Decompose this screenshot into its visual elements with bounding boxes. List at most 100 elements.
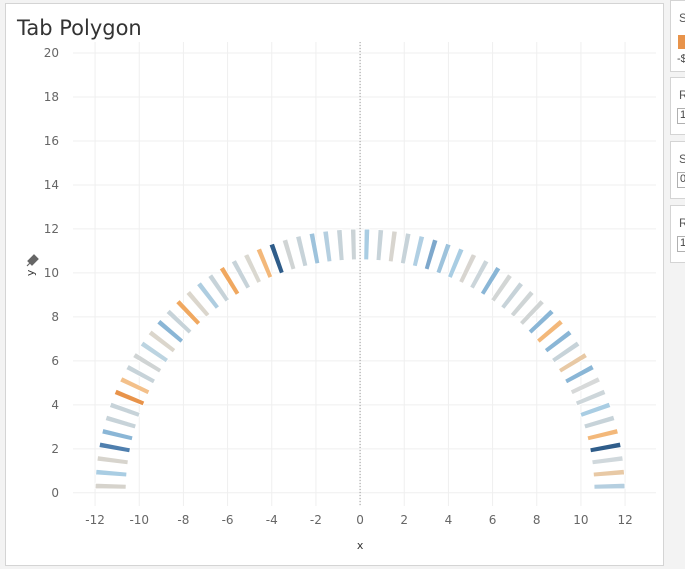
polygon-segment: [165, 308, 193, 335]
polygon-segment: [322, 230, 333, 263]
polygon-segment: [551, 340, 581, 364]
polygon-segment: [500, 281, 525, 310]
y-tick-label: 0: [51, 486, 59, 500]
polygon-segment: [98, 441, 131, 454]
polygon-segment: [579, 401, 612, 418]
polygon-segment: [125, 363, 157, 385]
polygon-segment: [156, 318, 185, 344]
parameter-input[interactable]: 1: [677, 108, 685, 124]
y-tick-label: 18: [44, 90, 59, 104]
x-tick-label: 8: [533, 513, 541, 527]
polygon-segment: [218, 265, 241, 296]
polygon-segment: [589, 441, 622, 454]
polygon-segment: [119, 376, 151, 396]
polygon-segment: [96, 455, 129, 466]
polygon-segment: [509, 289, 535, 318]
polygon-segment: [446, 247, 465, 279]
polygon-segment: [458, 252, 478, 284]
polygon-segment: [336, 229, 345, 262]
polygon-segment: [363, 228, 371, 261]
y-tick-label: 6: [51, 354, 59, 368]
x-tick-label: -12: [85, 513, 105, 527]
y-tick-label: 20: [44, 46, 59, 60]
polygon-segment: [132, 352, 163, 374]
side-panel-label: R: [679, 216, 685, 230]
polygon-segment: [147, 329, 177, 354]
polygon-segment: [557, 352, 588, 374]
polygon-segment: [350, 228, 357, 261]
side-panel-parameter-2[interactable]: S 0: [670, 141, 685, 199]
pin-icon: [26, 254, 39, 267]
polygon-segment: [104, 414, 137, 430]
side-panel-parameter-3[interactable]: R 1: [670, 205, 685, 263]
x-tick-label: 6: [489, 513, 497, 527]
x-tick-label: 0: [356, 513, 364, 527]
y-tick-label: 12: [44, 222, 59, 236]
worksheet: Tab Polygon 0 2 4 6 8 10 12 14 16 18 20 -12 -10 -8 -6 -…: [5, 3, 664, 566]
polygon-segment: [592, 468, 625, 478]
side-panel-parameter-1[interactable]: R 1: [670, 77, 685, 135]
polygon-segment: [94, 482, 127, 490]
side-panel-label: S: [679, 152, 685, 166]
polygon-segment: [243, 252, 263, 284]
x-tick-label: -6: [222, 513, 234, 527]
polygon-segment: [411, 235, 426, 268]
x-tick-label: -2: [310, 513, 322, 527]
polygon-segment: [95, 468, 128, 478]
polygon-segment: [101, 428, 134, 442]
polygon-segment: [435, 242, 452, 275]
polygon-segment: [108, 401, 141, 418]
polygon-segment: [387, 230, 398, 263]
y-tick-label: 4: [51, 398, 59, 412]
parameter-input[interactable]: 0: [677, 172, 685, 188]
polygon-segment: [469, 259, 490, 290]
polygon-segment: [593, 482, 626, 490]
page-title: Tab Polygon: [17, 16, 142, 40]
polygon-segment: [527, 308, 555, 335]
side-panel-color-legend[interactable]: S -$: [670, 0, 685, 72]
polygon-segment: [535, 318, 564, 344]
polygon-segment: [281, 238, 297, 271]
legend-value: -$: [677, 53, 685, 65]
y-axis-label: y: [24, 269, 37, 276]
x-tick-label: -10: [129, 513, 149, 527]
polygon-segment: [591, 455, 624, 466]
polygon-segment: [308, 232, 321, 265]
y-tick-label: 16: [44, 134, 59, 148]
x-tick-label: 4: [445, 513, 453, 527]
y-tick-label: 14: [44, 178, 59, 192]
x-tick-label: -4: [266, 513, 278, 527]
polygon-segment: [139, 340, 170, 364]
polygon-segment: [564, 363, 595, 385]
polygon-segment: [196, 281, 221, 310]
polygon-segment: [207, 273, 231, 303]
polygon-segment: [543, 329, 573, 354]
polygon-segment: [586, 428, 619, 442]
polygon-segment: [479, 265, 502, 296]
polygon-segment: [255, 247, 274, 279]
polygon-segment: [490, 273, 513, 303]
polygon-segment: [185, 289, 211, 318]
polygon-segment: [583, 414, 616, 430]
chart-canvas: 0 2 4 6 8 10 12 14 16 18 20 -12 -10 -8 -6 -4 -2 0 2 4 6 8 10 12…: [24, 42, 656, 552]
polygon-segment: [268, 242, 285, 275]
x-axis-label: x: [357, 539, 364, 552]
polygon-segment: [399, 232, 412, 265]
polygon-segment: [423, 238, 439, 271]
y-tick-label: 2: [51, 442, 59, 456]
polygon-segment: [518, 299, 545, 326]
polygon-segment: [175, 299, 202, 326]
polygon-segment: [574, 388, 607, 407]
x-tick-label: -8: [177, 513, 189, 527]
x-tick-label: 10: [573, 513, 588, 527]
parameter-input[interactable]: 1: [677, 236, 685, 252]
polygon-segment: [375, 229, 385, 262]
y-tick-label: 10: [44, 266, 59, 280]
polygon-segment: [295, 235, 309, 268]
polygon-segment: [113, 388, 146, 407]
x-tick-label: 12: [617, 513, 632, 527]
legend-swatch: [678, 35, 685, 49]
side-panel-label: R: [679, 88, 685, 102]
polygon-segment: [230, 259, 252, 290]
polygon-segment: [569, 376, 601, 396]
